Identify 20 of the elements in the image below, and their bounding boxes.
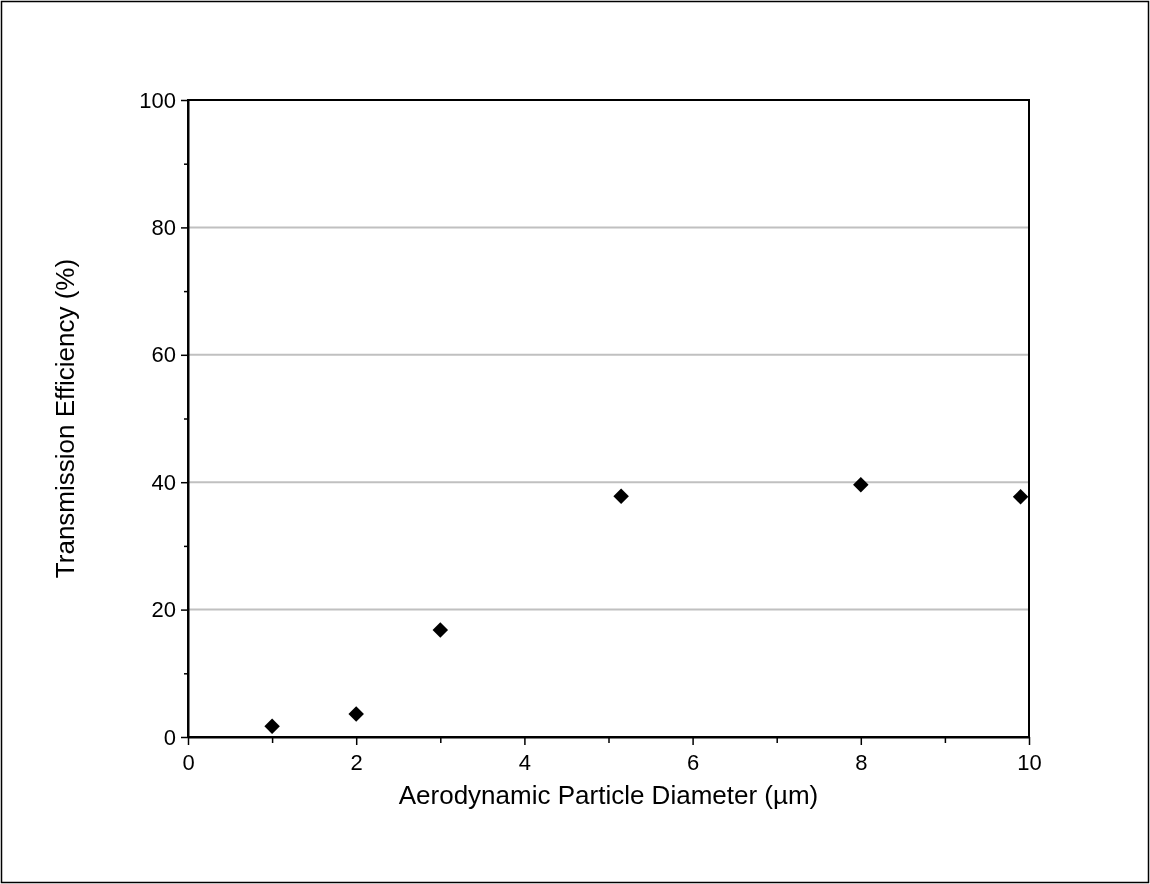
point bbox=[432, 622, 449, 638]
point bbox=[1012, 489, 1029, 505]
y-tick-label: 80 bbox=[151, 214, 176, 240]
point bbox=[348, 706, 364, 722]
x-tick-label: 2 bbox=[350, 750, 363, 776]
x-tick-label: 8 bbox=[855, 750, 868, 776]
y-tick-label: 60 bbox=[151, 342, 176, 368]
y-tick-label: 20 bbox=[151, 597, 176, 623]
x-axis-title: Aerodynamic Particle Diameter (µm) bbox=[398, 780, 819, 810]
point bbox=[264, 718, 280, 734]
y-axis-title: Transmission Efficiency (%) bbox=[50, 258, 80, 579]
point bbox=[853, 477, 869, 493]
x-tick-label: 10 bbox=[1017, 750, 1042, 776]
y-tick-label: 100 bbox=[139, 87, 176, 113]
x-tick-label: 4 bbox=[518, 750, 532, 776]
y-tick-label: 40 bbox=[151, 469, 176, 495]
y-tick-label: 0 bbox=[163, 724, 176, 750]
point bbox=[613, 488, 629, 504]
x-tick-label: 6 bbox=[686, 750, 700, 776]
x-tick-label: 0 bbox=[182, 750, 195, 776]
